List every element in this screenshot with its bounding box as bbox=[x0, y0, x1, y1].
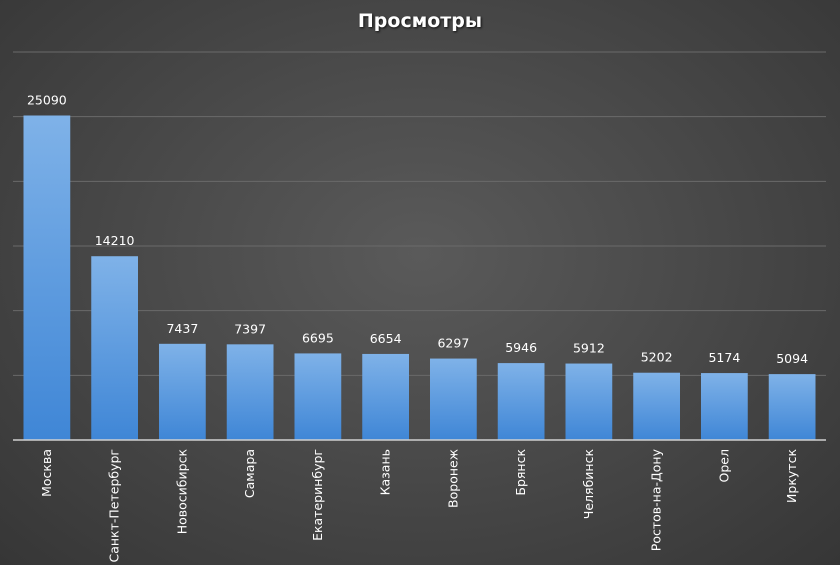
data-label: 5094 bbox=[776, 351, 808, 366]
bar bbox=[565, 363, 613, 440]
chart-title: Просмотры bbox=[357, 10, 483, 32]
data-label: 6695 bbox=[302, 330, 334, 345]
bar bbox=[226, 344, 274, 440]
x-tick-label: Ростов-на-Дону bbox=[649, 448, 664, 551]
x-tick-label: Санкт-Петербург bbox=[107, 449, 122, 563]
bar bbox=[497, 363, 545, 440]
x-tick-label: Иркутск bbox=[784, 449, 799, 503]
data-label: 14210 bbox=[95, 233, 135, 248]
x-tick-label: Орел bbox=[716, 449, 731, 482]
x-tick-label: Москва bbox=[39, 449, 54, 497]
x-tick-label: Новосибирск bbox=[174, 449, 189, 535]
data-label: 5946 bbox=[505, 340, 537, 355]
x-tick-label: Брянск bbox=[513, 449, 528, 496]
bar bbox=[768, 374, 816, 440]
data-label: 5912 bbox=[573, 341, 605, 356]
data-label: 5174 bbox=[708, 350, 740, 365]
bar bbox=[23, 115, 71, 440]
data-label: 25090 bbox=[27, 93, 67, 108]
bar bbox=[362, 353, 409, 440]
bar bbox=[159, 343, 206, 440]
data-label: 7437 bbox=[166, 321, 198, 336]
bar bbox=[91, 256, 138, 440]
x-tick-label: Воронеж bbox=[445, 449, 460, 508]
x-tick-label: Самара bbox=[242, 449, 257, 498]
bar bbox=[633, 372, 680, 440]
data-label: 6654 bbox=[370, 331, 402, 346]
data-label: 7397 bbox=[234, 321, 266, 336]
bar bbox=[294, 353, 342, 440]
x-tick-label: Казань bbox=[378, 449, 393, 495]
x-tick-label: Челябинск bbox=[581, 449, 596, 520]
x-tick-label: Екатеринбург bbox=[310, 449, 325, 541]
bar bbox=[430, 358, 477, 440]
bar bbox=[701, 373, 748, 440]
data-label: 5202 bbox=[641, 350, 673, 365]
data-label: 6297 bbox=[437, 336, 469, 351]
